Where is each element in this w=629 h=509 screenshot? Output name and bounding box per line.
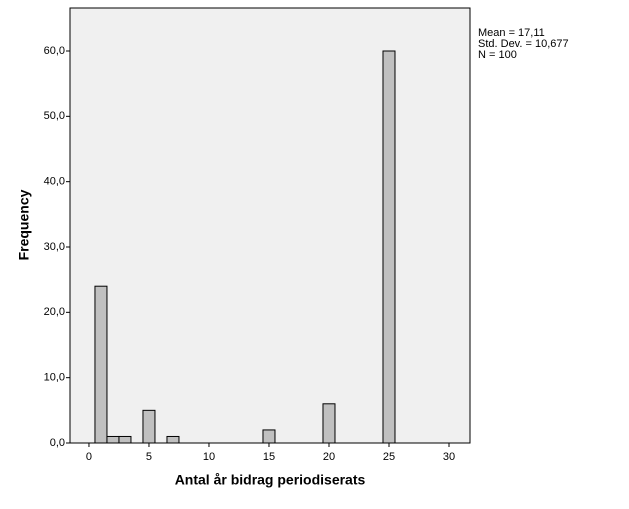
x-tick-label: 0 <box>86 451 92 463</box>
bar <box>166 435 180 444</box>
y-tick-label: 20,0 <box>44 306 65 318</box>
x-axis-title: Antal år bidrag periodiserats <box>175 472 366 488</box>
bar <box>262 429 276 444</box>
stat-label: Mean = 17,11 <box>478 27 545 39</box>
y-tick-label: 0,0 <box>50 437 65 449</box>
plot-area <box>69 7 471 444</box>
bar <box>106 435 120 444</box>
bar <box>142 409 156 444</box>
y-tick-label: 30,0 <box>44 241 65 253</box>
y-axis-title: Frequency <box>16 189 32 260</box>
bar <box>118 435 132 444</box>
y-tick-label: 60,0 <box>44 45 65 57</box>
x-tick-label: 5 <box>146 451 152 463</box>
bar <box>382 50 396 444</box>
bar <box>94 285 108 444</box>
stat-label: N = 100 <box>478 49 517 61</box>
y-tick-label: 10,0 <box>44 372 65 384</box>
x-tick-label: 15 <box>263 451 275 463</box>
y-tick-label: 50,0 <box>44 110 65 122</box>
bar <box>322 403 336 444</box>
x-tick-label: 30 <box>443 451 455 463</box>
x-tick-label: 25 <box>383 451 395 463</box>
x-tick-label: 10 <box>203 451 215 463</box>
y-tick-label: 40,0 <box>44 176 65 188</box>
stat-label: Std. Dev. = 10,677 <box>478 38 569 50</box>
x-tick-label: 20 <box>323 451 335 463</box>
